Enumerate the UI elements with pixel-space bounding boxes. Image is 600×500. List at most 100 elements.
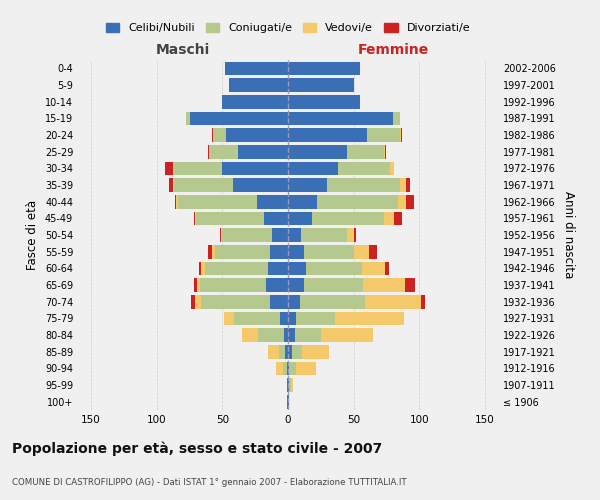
Bar: [394, 212, 402, 225]
Bar: [226, 128, 288, 142]
Bar: [223, 228, 272, 242]
Bar: [288, 262, 307, 275]
Bar: [225, 62, 288, 75]
Bar: [174, 178, 233, 192]
Bar: [361, 262, 385, 275]
Bar: [296, 312, 335, 325]
Bar: [288, 62, 360, 75]
Bar: [185, 112, 190, 125]
Bar: [384, 212, 394, 225]
Bar: [338, 162, 391, 175]
Bar: [391, 162, 394, 175]
Bar: [269, 295, 288, 308]
Bar: [234, 312, 280, 325]
Bar: [370, 245, 377, 258]
Bar: [301, 228, 347, 242]
Bar: [221, 228, 223, 242]
Bar: [215, 245, 269, 258]
Bar: [233, 178, 288, 192]
Bar: [289, 362, 296, 375]
Bar: [193, 278, 197, 292]
Bar: [224, 312, 234, 325]
Bar: [288, 145, 347, 158]
Bar: [191, 295, 195, 308]
Bar: [193, 212, 195, 225]
Bar: [311, 212, 384, 225]
Bar: [197, 278, 200, 292]
Bar: [286, 345, 288, 358]
Bar: [288, 212, 311, 225]
Bar: [283, 362, 287, 375]
Bar: [258, 328, 284, 342]
Bar: [307, 262, 361, 275]
Bar: [209, 145, 238, 158]
Bar: [288, 295, 300, 308]
Bar: [195, 212, 196, 225]
Bar: [242, 328, 258, 342]
Bar: [205, 262, 268, 275]
Bar: [173, 162, 223, 175]
Bar: [266, 278, 288, 292]
Bar: [288, 362, 289, 375]
Bar: [288, 278, 304, 292]
Bar: [288, 395, 289, 408]
Bar: [208, 145, 209, 158]
Bar: [353, 245, 370, 258]
Bar: [284, 328, 288, 342]
Bar: [288, 128, 367, 142]
Bar: [213, 128, 226, 142]
Text: Maschi: Maschi: [156, 42, 210, 56]
Bar: [290, 378, 293, 392]
Bar: [220, 228, 221, 242]
Text: Femmine: Femmine: [358, 42, 428, 56]
Bar: [398, 195, 406, 208]
Bar: [317, 195, 398, 208]
Bar: [265, 212, 288, 225]
Bar: [400, 128, 401, 142]
Bar: [173, 178, 174, 192]
Y-axis label: Anni di nascita: Anni di nascita: [562, 192, 575, 278]
Bar: [406, 178, 410, 192]
Legend: Celibi/Nubili, Coniugati/e, Vedovi/e, Divorziati/e: Celibi/Nubili, Coniugati/e, Vedovi/e, Di…: [101, 18, 475, 38]
Bar: [288, 328, 295, 342]
Bar: [321, 328, 373, 342]
Bar: [400, 178, 406, 192]
Bar: [238, 145, 288, 158]
Bar: [328, 178, 400, 192]
Bar: [288, 178, 328, 192]
Bar: [202, 262, 205, 275]
Bar: [363, 278, 405, 292]
Bar: [421, 295, 425, 308]
Text: Popolazione per età, sesso e stato civile - 2007: Popolazione per età, sesso e stato civil…: [12, 441, 382, 456]
Bar: [347, 145, 384, 158]
Bar: [276, 362, 283, 375]
Bar: [199, 262, 202, 275]
Bar: [280, 312, 288, 325]
Bar: [169, 178, 173, 192]
Bar: [200, 278, 266, 292]
Bar: [288, 378, 289, 392]
Bar: [288, 95, 360, 108]
Bar: [279, 345, 286, 358]
Bar: [287, 378, 288, 392]
Bar: [304, 278, 363, 292]
Bar: [347, 228, 353, 242]
Bar: [401, 128, 402, 142]
Bar: [367, 128, 400, 142]
Bar: [353, 228, 356, 242]
Bar: [212, 128, 213, 142]
Bar: [164, 162, 173, 175]
Bar: [212, 245, 215, 258]
Text: COMUNE DI CASTROFILIPPO (AG) - Dati ISTAT 1° gennaio 2007 - Elaborazione TUTTITA: COMUNE DI CASTROFILIPPO (AG) - Dati ISTA…: [12, 478, 407, 487]
Bar: [288, 112, 393, 125]
Bar: [178, 195, 257, 208]
Bar: [406, 195, 414, 208]
Bar: [208, 245, 212, 258]
Bar: [272, 228, 288, 242]
Bar: [288, 245, 304, 258]
Bar: [196, 212, 265, 225]
Bar: [288, 162, 338, 175]
Bar: [335, 312, 404, 325]
Bar: [300, 295, 365, 308]
Bar: [287, 362, 288, 375]
